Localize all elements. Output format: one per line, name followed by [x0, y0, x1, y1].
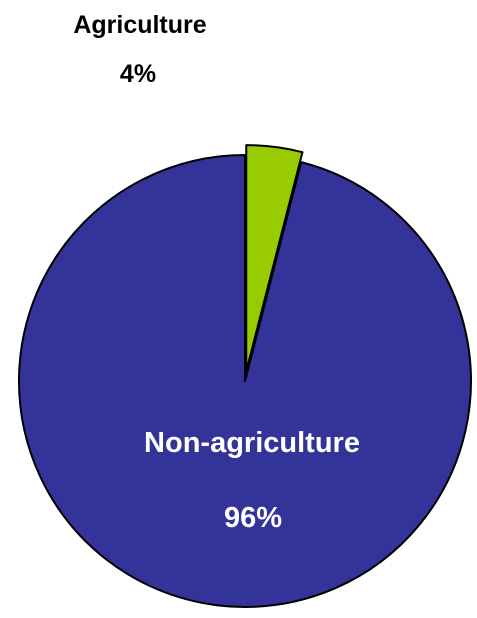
slice-value-non-agriculture: 96% — [224, 502, 282, 534]
slice-label-agriculture: Agriculture — [73, 11, 206, 39]
slice-label-non-agriculture: Non-agriculture — [144, 427, 360, 459]
pie-slices — [18, 144, 472, 608]
slice-value-agriculture: 4% — [120, 60, 156, 88]
pie-slice-agriculture — [245, 144, 304, 373]
pie-slice-non-agriculture — [18, 154, 472, 608]
